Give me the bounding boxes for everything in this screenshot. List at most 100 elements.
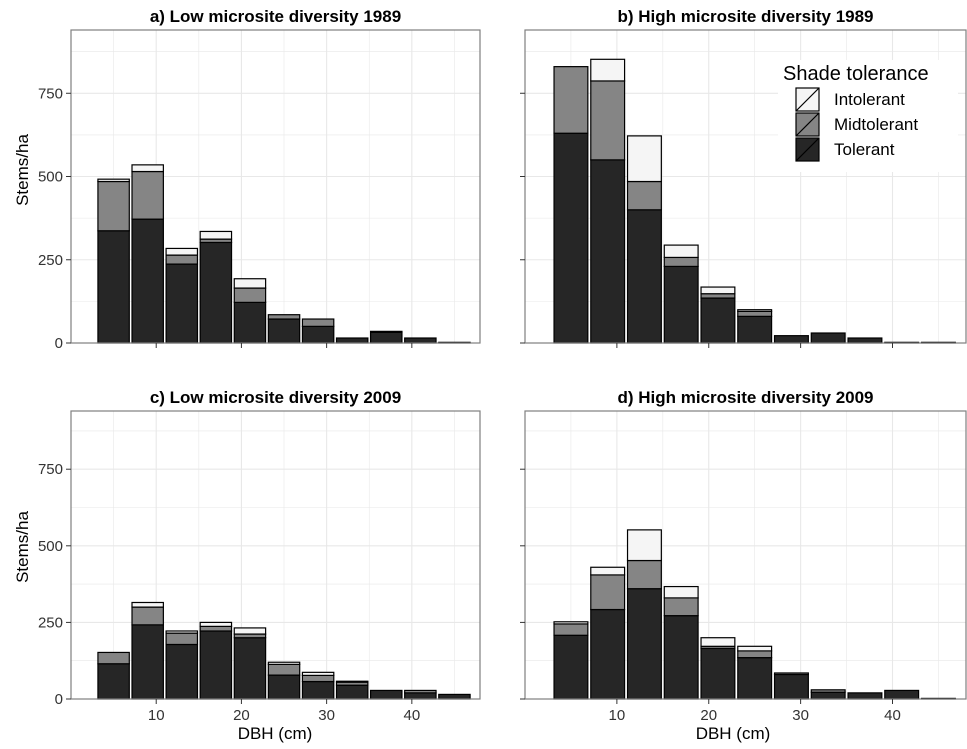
bar-intolerant-d-17 xyxy=(663,585,699,599)
legend: Shade tolerance Intolerant Midtolerant T… xyxy=(778,60,958,172)
x-tick-label: 20 xyxy=(233,707,250,724)
bar-tolerant-c-5 xyxy=(97,663,130,700)
y-tick-label: 0 xyxy=(55,691,63,708)
panel-border-d xyxy=(524,410,967,700)
bar-tolerant-c-17 xyxy=(199,630,233,700)
y-axis-title-top: Stems/ha xyxy=(13,134,32,206)
bar-midtolerant-c-5 xyxy=(97,651,130,665)
y-tick-label: 500 xyxy=(38,538,63,555)
bar-intolerant-d-5 xyxy=(553,621,589,625)
bar-midtolerant-d-29 xyxy=(773,672,809,676)
legend-label-intolerant: Intolerant xyxy=(834,90,905,109)
legend-swatch-intolerant-slash xyxy=(795,87,820,112)
bar-intolerant-c-21 xyxy=(233,627,267,635)
bar-tolerant-d-33 xyxy=(810,691,846,700)
panel-b: b) High microsite diversity 1989 xyxy=(520,7,967,348)
bar-tolerant-d-25 xyxy=(737,657,773,700)
bar-intolerant-d-21 xyxy=(700,637,736,647)
x-tick-label: 30 xyxy=(792,707,809,724)
x-tick-label: 20 xyxy=(700,707,717,724)
bar-tolerant-a-5 xyxy=(97,230,130,344)
bar-tolerant-c-37 xyxy=(369,689,403,700)
bar-intolerant-c-13 xyxy=(165,630,199,634)
bar-intolerant-b-13 xyxy=(626,135,662,183)
y-tick-label: 250 xyxy=(38,614,63,631)
x-tick-label: 40 xyxy=(403,707,420,724)
bar-midtolerant-b-9 xyxy=(590,80,626,161)
bar-tolerant-a-17 xyxy=(199,241,233,344)
bar-tolerant-d-29 xyxy=(773,673,809,700)
y-axis-title-bottom: Stems/ha xyxy=(13,511,32,583)
bar-intolerant-d-13 xyxy=(626,529,662,562)
bar-midtolerant-b-13 xyxy=(626,180,662,211)
y-tick-label: 250 xyxy=(38,252,63,269)
bar-tolerant-d-13 xyxy=(626,588,662,700)
bar-tolerant-b-37 xyxy=(847,337,883,344)
bar-tolerant-d-21 xyxy=(700,647,736,700)
bar-tolerant-a-37 xyxy=(369,331,403,344)
panel-border-c xyxy=(70,410,481,700)
bar-tolerant-d-5 xyxy=(553,634,589,700)
legend-title: Shade tolerance xyxy=(783,63,929,85)
bar-tolerant-c-45 xyxy=(438,693,471,700)
bar-tolerant-a-21 xyxy=(233,301,267,344)
bar-tolerant-a-41 xyxy=(404,337,437,344)
bar-tolerant-a-33 xyxy=(335,337,369,344)
bar-intolerant-a-9 xyxy=(131,164,164,173)
y-tick-label: 0 xyxy=(55,335,63,352)
panel-title-b: b) High microsite diversity 1989 xyxy=(617,7,873,26)
bar-midtolerant-a-13 xyxy=(165,254,199,265)
bar-tolerant-d-41 xyxy=(884,689,920,700)
bar-midtolerant-c-9 xyxy=(131,606,164,626)
x-tick-label: 40 xyxy=(884,707,901,724)
bar-intolerant-c-25 xyxy=(267,661,301,665)
panel-title-a: a) Low microsite diversity 1989 xyxy=(150,7,401,26)
bar-tolerant-d-9 xyxy=(590,608,626,700)
bar-intolerant-b-21 xyxy=(700,286,736,295)
y-tick-label: 500 xyxy=(38,169,63,186)
bar-midtolerant-a-25 xyxy=(267,314,301,320)
bar-tolerant-b-25 xyxy=(737,315,773,344)
bar-midtolerant-a-21 xyxy=(233,287,267,303)
bar-midtolerant-d-25 xyxy=(737,650,773,659)
bar-tolerant-a-9 xyxy=(131,218,164,344)
bar-tolerant-b-9 xyxy=(590,159,626,344)
bar-intolerant-a-17 xyxy=(199,230,233,240)
bar-tolerant-c-41 xyxy=(404,692,437,700)
bar-midtolerant-d-5 xyxy=(553,623,589,636)
bar-tolerant-a-29 xyxy=(301,325,335,344)
panel-c: c) Low microsite diversity 2009 0 250 500 75… xyxy=(38,388,481,724)
legend-label-midtolerant: Midtolerant xyxy=(834,115,918,134)
bar-midtolerant-a-29 xyxy=(301,318,335,327)
bar-tolerant-c-9 xyxy=(131,624,164,700)
panel-title-c: c) Low microsite diversity 2009 xyxy=(150,388,401,407)
bar-tolerant-d-17 xyxy=(663,615,699,700)
bar-tolerant-c-29 xyxy=(301,680,335,700)
x-tick-label: 10 xyxy=(148,707,165,724)
bar-intolerant-a-5 xyxy=(97,178,130,183)
y-tick-label: 750 xyxy=(38,461,63,478)
bar-midtolerant-c-25 xyxy=(267,663,301,676)
bar-intolerant-a-21 xyxy=(233,278,267,289)
bar-intolerant-c-9 xyxy=(131,601,164,608)
chart-panels: a) Low microsite diversity 1989 0 250 500 75… xyxy=(38,7,967,724)
bar-tolerant-a-25 xyxy=(267,318,301,344)
bar-tolerant-b-13 xyxy=(626,209,662,344)
bar-intolerant-a-13 xyxy=(165,247,199,256)
y-tick-label: 750 xyxy=(38,85,63,102)
bar-intolerant-b-9 xyxy=(590,58,626,82)
panel-border-b xyxy=(524,29,967,344)
bar-midtolerant-a-37 xyxy=(369,330,403,333)
bar-midtolerant-d-9 xyxy=(590,574,626,611)
bar-tolerant-c-13 xyxy=(165,643,199,700)
bar-midtolerant-b-5 xyxy=(553,66,589,134)
bar-midtolerant-c-41 xyxy=(404,689,437,694)
bar-tolerant-b-29 xyxy=(773,335,809,344)
legend-swatch-midtolerant-slash xyxy=(795,112,820,137)
bar-intolerant-b-25 xyxy=(737,309,773,312)
bar-intolerant-c-17 xyxy=(199,621,233,627)
panel-d: d) High microsite diversity 2009 10 20 30 40 xyxy=(520,388,967,724)
legend-swatch-tolerant-slash xyxy=(795,137,820,162)
